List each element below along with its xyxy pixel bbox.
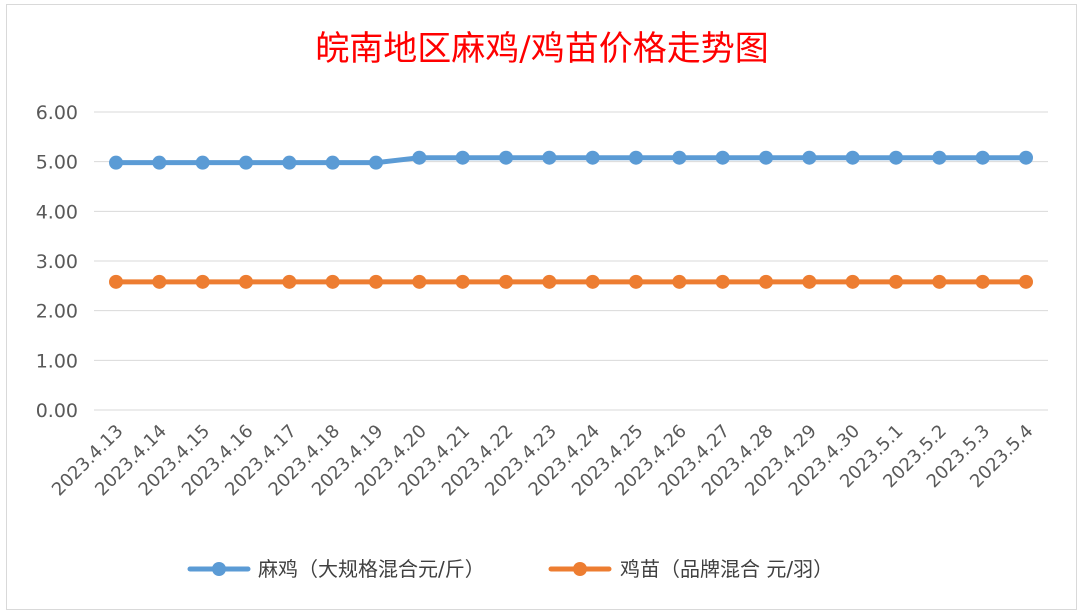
data-point [889,274,903,289]
legend: 麻鸡（大规格混合元/斤） 鸡苗（品牌混合 元/羽） [187,557,833,581]
data-point [975,150,990,165]
data-point [239,274,253,289]
y-tick-label: 4.00 [36,201,78,223]
legend-swatch-marker [212,562,226,576]
y-axis-tick-labels: 0.00 1.00 2.00 3.00 4.00 5.00 6.00 [36,102,78,422]
data-point [759,150,773,165]
y-tick-label: 0.00 [36,400,78,422]
data-point [499,150,513,165]
data-point [282,274,297,289]
chart-frame [6,4,1077,610]
data-point [629,150,643,165]
data-point [325,155,340,170]
data-point [109,155,123,170]
data-point [542,150,557,165]
data-point [629,274,643,289]
data-point [672,150,687,165]
data-point [152,155,167,170]
legend-swatch-marker [573,562,587,576]
data-point [109,274,123,289]
data-point [499,274,513,289]
x-axis-tick-labels: 2023.4.132023.4.142023.4.152023.4.162023… [48,421,1038,501]
data-point [239,155,253,170]
data-point [1019,274,1033,289]
data-point [802,150,817,165]
data-point [672,274,687,289]
data-point [542,274,557,289]
data-point [412,150,427,165]
data-point [1019,150,1033,165]
y-tick-label: 1.00 [36,350,78,372]
data-point [889,150,903,165]
y-tick-label: 2.00 [36,301,78,323]
data-point [975,274,990,289]
grid-lines [94,111,1048,411]
data-point [585,150,600,165]
data-point [715,150,730,165]
data-point [585,274,600,289]
series-line [113,155,1029,166]
data-point [932,274,947,289]
y-tick-label: 5.00 [36,152,78,174]
data-point [845,150,860,165]
data-point [195,274,210,289]
series-group [109,150,1033,289]
data-point [152,274,167,289]
data-point [802,274,817,289]
legend-label: 麻鸡（大规格混合元/斤） [258,557,485,581]
data-point [932,150,947,165]
data-point [412,274,427,289]
data-point [455,274,470,289]
y-tick-label: 3.00 [36,251,78,273]
data-point [455,150,470,165]
data-point [715,274,730,289]
data-point [325,274,340,289]
data-point [369,155,383,170]
data-point [369,274,383,289]
data-point [195,155,210,170]
data-point [845,274,860,289]
data-point [282,155,297,170]
legend-label: 鸡苗（品牌混合 元/羽） [620,557,833,581]
data-point [759,274,773,289]
chart-title: 皖南地区麻鸡/鸡苗价格走势图 [315,29,768,69]
y-tick-label: 6.00 [36,102,78,124]
